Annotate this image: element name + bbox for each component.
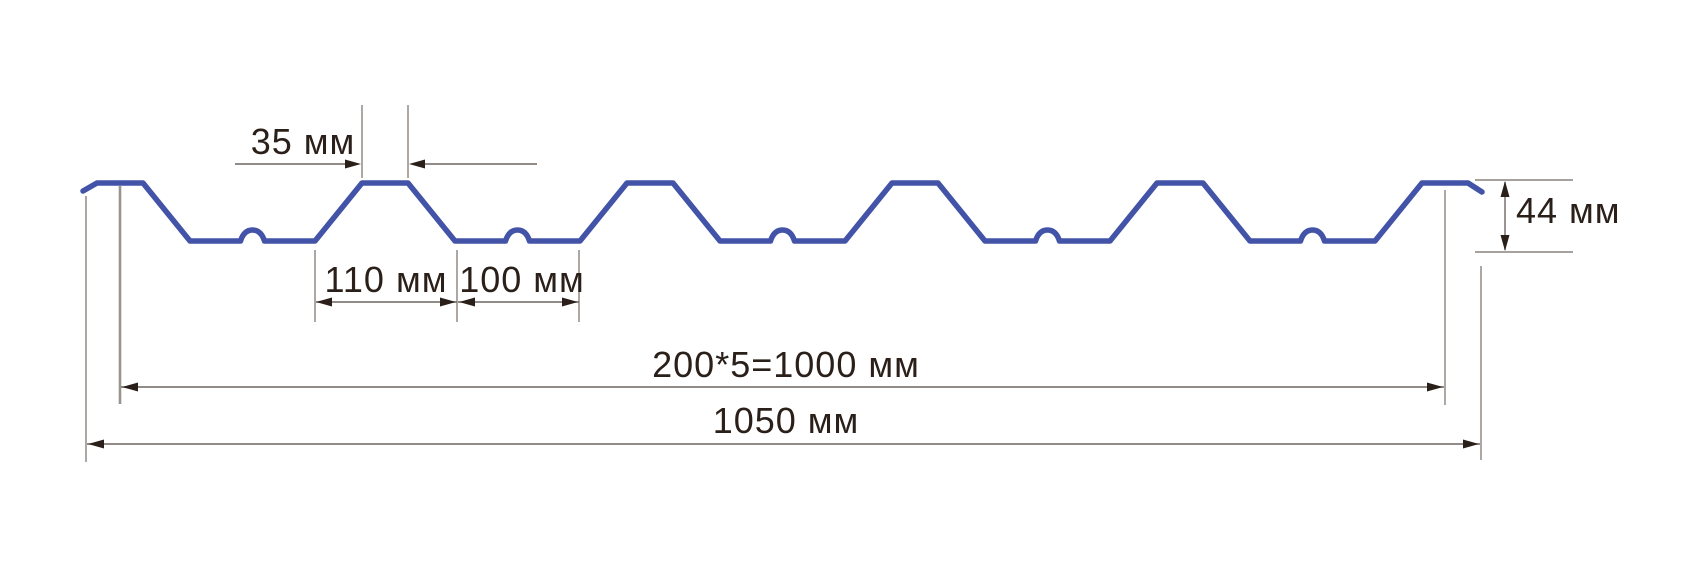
dimension-label-overall-width: 1050 мм bbox=[713, 400, 860, 441]
dimension-label-working-width: 200*5=1000 мм bbox=[652, 344, 920, 385]
arrow-left-icon bbox=[316, 297, 332, 307]
arrow-right-icon bbox=[345, 159, 361, 169]
arrow-right-icon bbox=[562, 297, 578, 307]
arrow-left-icon bbox=[409, 159, 425, 169]
dimension-profile-height: 44 мм bbox=[1475, 179, 1621, 253]
arrow-left-icon bbox=[122, 382, 138, 392]
dimension-label-crest-base-width: 110 мм bbox=[325, 259, 448, 300]
sheet-profile-outline bbox=[80, 180, 1485, 244]
arrow-right-icon bbox=[1463, 439, 1479, 449]
dimension-working-width: 200*5=1000 мм bbox=[118, 186, 1446, 405]
dimension-trough-flat-width: 100 мм bbox=[458, 250, 585, 322]
arrow-left-icon bbox=[88, 439, 104, 449]
dimension-crest-top-width: 35 мм bbox=[235, 105, 537, 178]
dimension-label-profile-height: 44 мм bbox=[1516, 190, 1621, 231]
arrow-right-icon bbox=[1427, 382, 1443, 392]
arrow-down-icon bbox=[1500, 235, 1510, 251]
dimension-overall-width: 1050 мм bbox=[85, 196, 1482, 462]
dimension-crest-base-width: 110 мм bbox=[314, 250, 458, 322]
arrow-right-icon bbox=[440, 297, 456, 307]
dimension-label-trough-flat-width: 100 мм bbox=[459, 259, 585, 300]
arrow-up-icon bbox=[1500, 181, 1510, 197]
arrow-left-icon bbox=[459, 297, 475, 307]
dimension-label-crest-top-width: 35 мм bbox=[251, 121, 356, 162]
